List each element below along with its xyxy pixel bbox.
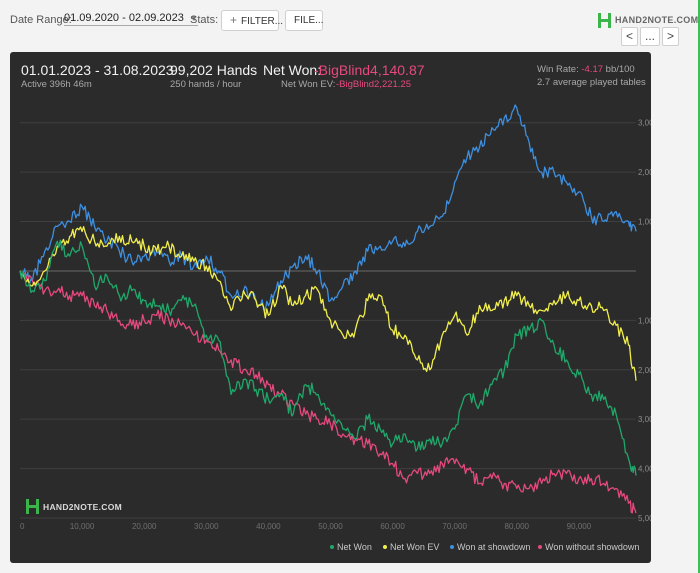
hand2note-logo-icon [26,499,39,514]
filter-button[interactable]: + FILTER... [221,10,283,31]
series-line-net-won [19,239,637,476]
chevron-left-icon[interactable]: < [621,27,638,46]
chart-lines [19,104,637,514]
x-tick-label: 10,000 [70,522,95,531]
legend-item-won-at-showdown[interactable]: Won at showdown [450,542,530,552]
date-range-label: Date Range: [10,14,72,26]
chevron-down-icon: ▼ [189,14,198,23]
x-tick-label: 70,000 [442,522,467,531]
x-tick-label: 20,000 [132,522,157,531]
legend-dot [383,545,387,549]
y-tick-label: 4,000 [638,465,651,474]
y-tick-label: 5,000 [638,514,651,523]
y-tick-label: 2,000 [638,366,651,375]
y-tick-label: 3,000 [638,119,651,128]
x-tick-label: 80,000 [505,522,530,531]
win-rate-value: -4.17 [581,64,604,75]
file-button-label: FILE... [294,15,324,26]
graph-panel: 01.01.2023 - 31.08.2023 Active 396h 46m … [10,52,651,563]
series-line-net-won-ev [19,226,637,381]
hands-rate: 250 hands / hour [170,79,242,90]
y-tick-label: 1,000 [638,218,651,227]
stats-label: Stats: [190,14,219,26]
file-button[interactable]: FILE... [285,10,323,31]
period-text: 01.01.2023 - 31.08.2023 [21,62,174,78]
net-won-label: Net Won: [263,62,322,78]
net-won-ev-label: Net Won EV: [281,79,336,90]
legend-item-net-won-ev[interactable]: Net Won EV [383,542,439,552]
watermark-text: HAND2NOTE.COM [43,501,122,512]
net-won-ev-value: -BigBlind2,221.25 [336,79,411,90]
chart-legend: Net Won Net Won EV Won at showdown Won w… [10,542,651,556]
win-rate-unit: bb/100 [605,64,635,75]
x-tick-label: 90,000 [567,522,592,531]
net-won-value: -BigBlind4,140.87 [314,62,425,78]
series-line-won-without-showdown [19,270,637,514]
chevron-right-icon[interactable]: > [662,27,679,46]
plus-icon: + [230,13,238,27]
y-tick-label: 3,000 [638,415,651,424]
series-line-won-at-showdown [19,104,637,311]
hand2note-watermark: HAND2NOTE.COM [26,499,122,514]
legend-item-won-without-showdown[interactable]: Won without showdown [538,542,639,552]
date-range-value: 01.09.2020 - 02.09.2023 [64,12,184,24]
y-tick-label: 2,000 [638,168,651,177]
legend-label: Net Won [337,542,372,552]
filter-button-label: FILTER... [241,16,284,27]
x-tick-label: 30,000 [194,522,219,531]
x-tick-label: 40,000 [256,522,281,531]
hand2note-logo: HAND2NOTE.COM [598,12,698,28]
hands-count: 99,202 Hands [170,62,258,78]
hand2note-logo-icon [598,12,611,28]
legend-label: Won at showdown [457,542,531,552]
line-chart: 3,000 2,000 1,000 0 1,000 2,000 3,000 4,000 5,00… [19,104,651,531]
date-range-select[interactable]: 01.09.2020 - 02.09.2023 ▼ [64,12,198,26]
window-edge [698,0,700,573]
more-button[interactable]: ... [640,27,660,46]
x-tick-label: 50,000 [318,522,343,531]
logo-text: HAND2NOTE.COM [615,15,699,25]
legend-label: Won without showdown [545,542,640,552]
toolbar: Date Range: 01.09.2020 - 02.09.2023 ▼ St… [0,0,700,48]
legend-dot [450,545,454,549]
legend-item-net-won[interactable]: Net Won [330,542,372,552]
legend-label: Net Won EV [390,542,440,552]
chart-grid [20,122,636,519]
win-rate-label: Win Rate: [537,64,579,75]
chart-ticks: 3,000 2,000 1,000 0 1,000 2,000 3,000 4,000 5,00… [20,119,651,531]
active-time: Active 396h 46m [21,79,92,90]
x-tick-label: 60,000 [380,522,405,531]
x-tick-label: 0 [20,522,25,531]
legend-dot [538,545,542,549]
average-tables: 2.7 average played tables [537,77,646,88]
win-rate: Win Rate: -4.17 bb/100 [537,64,635,75]
y-tick-label: 1,000 [638,316,651,325]
legend-dot [330,545,334,549]
